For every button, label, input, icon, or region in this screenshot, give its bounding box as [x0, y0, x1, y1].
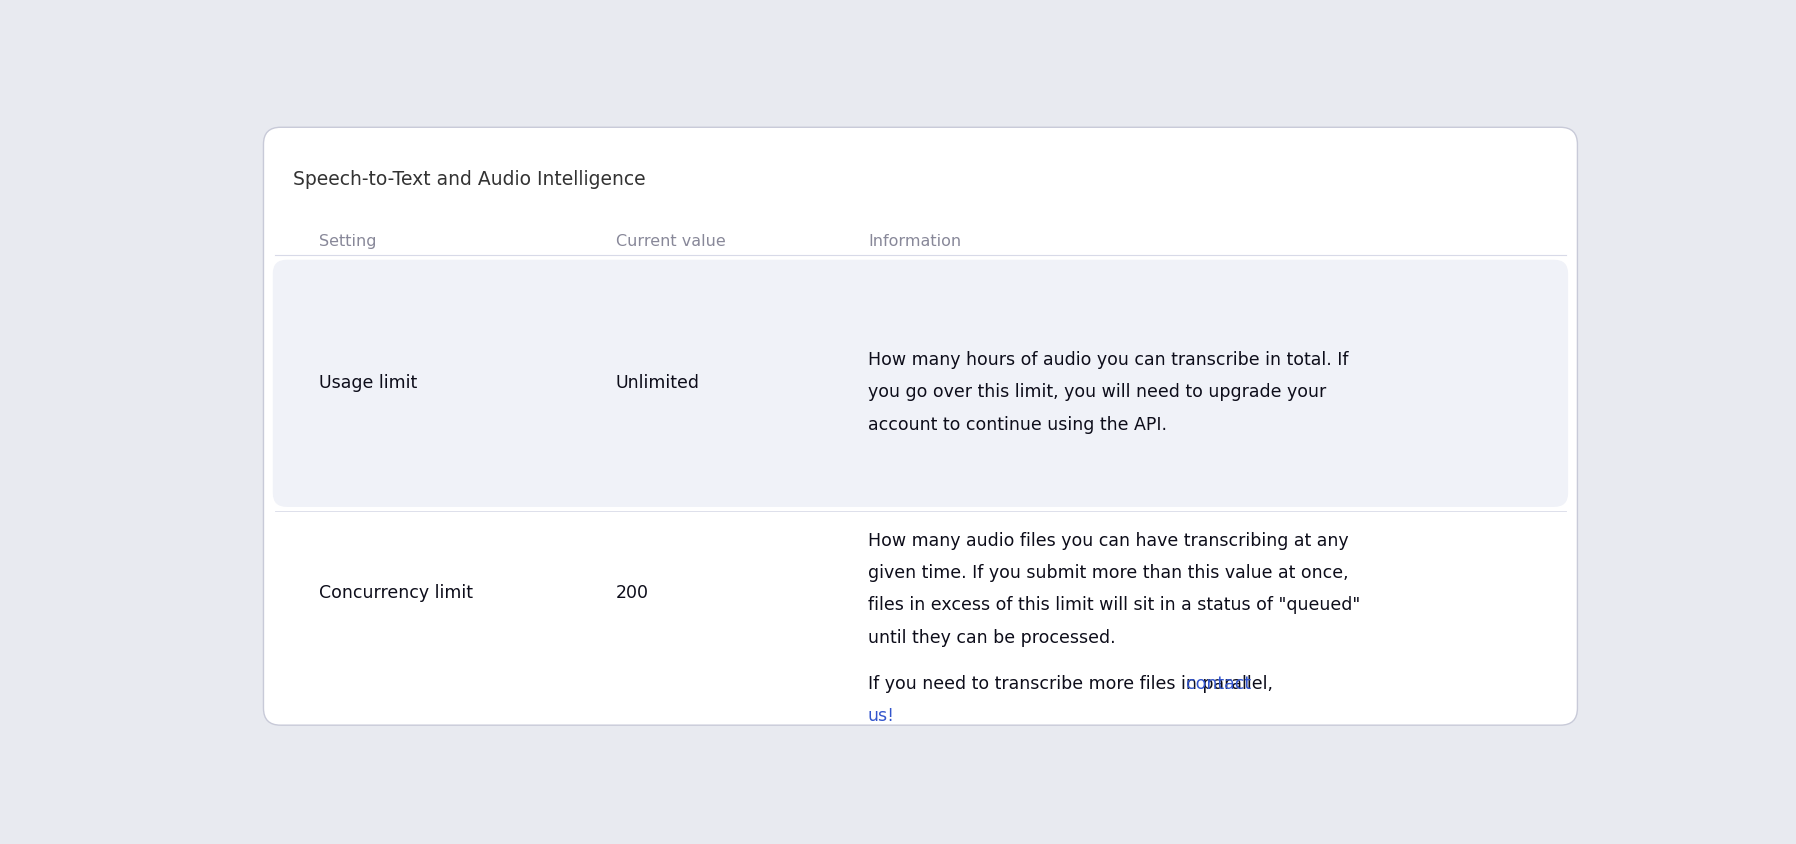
FancyBboxPatch shape: [264, 127, 1577, 725]
Text: contact: contact: [1185, 675, 1250, 693]
Text: Speech-to-Text and Audio Intelligence: Speech-to-Text and Audio Intelligence: [293, 170, 645, 188]
Text: Information: Information: [867, 234, 961, 248]
Text: files in excess of this limit will sit in a status of "queued": files in excess of this limit will sit i…: [867, 596, 1360, 614]
Text: us!: us!: [867, 707, 894, 725]
Text: you go over this limit, you will need to upgrade your: you go over this limit, you will need to…: [867, 383, 1325, 402]
Text: If you need to transcribe more files in parallel,: If you need to transcribe more files in …: [867, 675, 1279, 693]
Text: How many audio files you can have transcribing at any: How many audio files you can have transc…: [867, 532, 1349, 549]
Text: given time. If you submit more than this value at once,: given time. If you submit more than this…: [867, 564, 1349, 582]
Text: Current value: Current value: [616, 234, 726, 248]
Text: 200: 200: [616, 584, 648, 602]
Text: Unlimited: Unlimited: [616, 375, 700, 392]
Text: Usage limit: Usage limit: [318, 375, 417, 392]
Text: account to continue using the API.: account to continue using the API.: [867, 415, 1167, 434]
FancyBboxPatch shape: [273, 260, 1568, 507]
Text: until they can be processed.: until they can be processed.: [867, 629, 1115, 647]
Text: How many hours of audio you can transcribe in total. If: How many hours of audio you can transcri…: [867, 351, 1349, 369]
Text: Concurrency limit: Concurrency limit: [318, 584, 472, 602]
Text: Setting: Setting: [318, 234, 375, 248]
